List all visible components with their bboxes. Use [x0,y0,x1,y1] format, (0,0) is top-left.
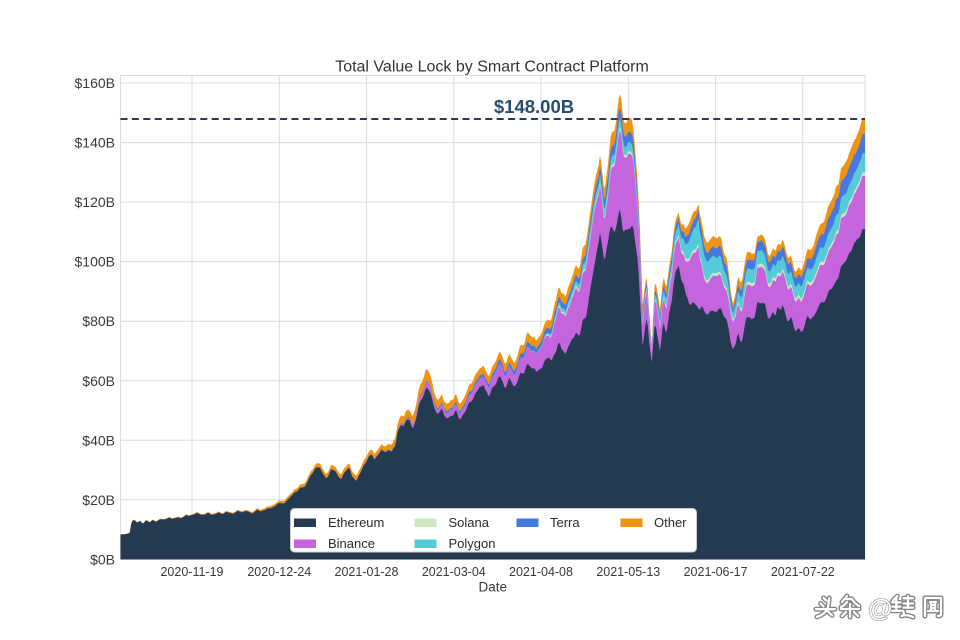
svg-text:Solana: Solana [449,515,490,530]
svg-text:2021-01-28: 2021-01-28 [335,565,399,579]
svg-text:$148.00B: $148.00B [494,96,574,117]
svg-text:2020-11-19: 2020-11-19 [160,565,223,579]
svg-text:Polygon: Polygon [449,536,496,551]
svg-text:Terra: Terra [550,515,580,530]
svg-text:2020-12-24: 2020-12-24 [247,565,311,579]
svg-text:2021-03-04: 2021-03-04 [422,565,486,579]
svg-text:Date: Date [479,580,508,595]
svg-text:$100B: $100B [75,254,115,270]
svg-text:$0B: $0B [90,551,115,567]
svg-text:Other: Other [654,515,687,530]
svg-text:$140B: $140B [75,135,115,151]
svg-text:$80B: $80B [82,313,115,329]
svg-text:@: @ [868,595,892,623]
svg-text:$60B: $60B [82,373,115,389]
svg-text:Total Value Lock by Smart Cont: Total Value Lock by Smart Contract Platf… [335,59,649,76]
svg-text:Ethereum: Ethereum [328,515,384,530]
svg-text:$20B: $20B [82,492,115,508]
svg-text:2021-04-08: 2021-04-08 [509,565,573,579]
svg-text:2021-07-22: 2021-07-22 [771,565,835,579]
svg-text:Binance: Binance [328,536,375,551]
svg-text:$120B: $120B [75,194,115,210]
svg-text:2021-05-13: 2021-05-13 [596,565,660,579]
svg-text:$40B: $40B [82,432,115,448]
svg-text:$160B: $160B [75,75,115,91]
svg-text:2021-06-17: 2021-06-17 [684,565,748,579]
